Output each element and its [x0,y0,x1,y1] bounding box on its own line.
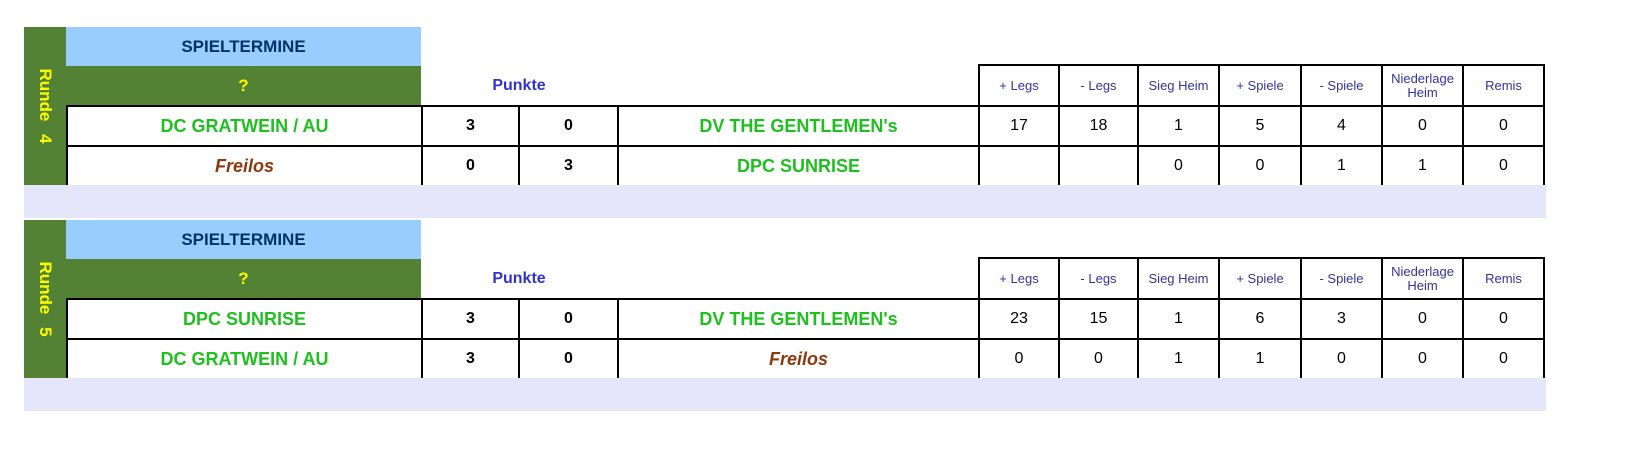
date-cell: ? [66,259,421,298]
points-label: Punkte [492,76,546,94]
stat-value: 1 [1381,145,1464,187]
round-label: Runde 4 [36,68,55,144]
away-team: Freilos [617,338,980,380]
home-team: DPC SUNRISE [66,298,423,340]
round-block: Runde 5 SPIELTERMINE ? Punkte + Legs - Leg… [24,220,1546,413]
stat-header: Sieg Heim [1137,257,1220,300]
stat-header: + Spiele [1218,64,1302,107]
stat-value: 4 [1300,105,1383,147]
stat-header: - Spiele [1300,64,1383,107]
stat-header: Niederlage Heim [1381,64,1464,107]
stat-value: 6 [1218,298,1302,340]
round-block: Runde 4 SPIELTERMINE ? Punkte + Legs - Leg… [24,27,1546,220]
stat-value: 0 [1462,298,1545,340]
stat-value: 0 [1137,145,1220,187]
home-score: 3 [421,105,520,147]
round-label-strip: Runde 5 [24,220,66,378]
stat-value: 15 [1058,298,1139,340]
stat-value [978,145,1060,187]
points-label: Punkte [492,269,546,287]
stat-header: + Legs [978,64,1060,107]
stat-value: 0 [1462,105,1545,147]
away-score: 0 [518,298,619,340]
stat-header: - Legs [1058,257,1139,300]
stat-value: 1 [1137,338,1220,380]
stat-header: + Spiele [1218,257,1302,300]
away-score: 3 [518,145,619,187]
spieltermine-header: SPIELTERMINE [66,27,421,66]
away-score: 0 [518,105,619,147]
stat-value: 0 [1381,298,1464,340]
home-team: DC GRATWEIN / AU [66,105,423,147]
stat-value: 18 [1058,105,1139,147]
stat-value: 3 [1300,298,1383,340]
stat-value: 23 [978,298,1060,340]
stat-value: 1 [1137,298,1220,340]
stat-value: 0 [1058,338,1139,380]
home-team: DC GRATWEIN / AU [66,338,423,380]
stat-header: + Legs [978,257,1060,300]
home-score: 3 [421,338,520,380]
home-score: 0 [421,145,520,187]
round-label-strip: Runde 4 [24,27,66,185]
round-label: Runde 5 [36,261,55,337]
separator-band [24,185,1546,218]
away-team: DPC SUNRISE [617,145,980,187]
stat-value: 1 [1300,145,1383,187]
stat-value: 17 [978,105,1060,147]
separator-band [24,378,1546,411]
stat-header: Niederlage Heim [1381,257,1464,300]
stat-value: 1 [1137,105,1220,147]
stat-value: 0 [1218,145,1302,187]
stat-header: - Legs [1058,64,1139,107]
home-team: Freilos [66,145,423,187]
stat-value: 0 [1381,338,1464,380]
date-cell: ? [66,66,421,105]
stat-value: 0 [1462,338,1545,380]
stat-value: 0 [1381,105,1464,147]
away-team: DV THE GENTLEMEN's [617,298,980,340]
away-score: 0 [518,338,619,380]
stat-value [1058,145,1139,187]
stat-value: 0 [1462,145,1545,187]
stat-value: 5 [1218,105,1302,147]
stat-value: 0 [1300,338,1383,380]
stat-header: Sieg Heim [1137,64,1220,107]
away-team: DV THE GENTLEMEN's [617,105,980,147]
home-score: 3 [421,298,520,340]
stat-header: Remis [1462,257,1545,300]
stat-header: - Spiele [1300,257,1383,300]
stat-header: Remis [1462,64,1545,107]
stat-value: 1 [1218,338,1302,380]
stat-value: 0 [978,338,1060,380]
spieltermine-header: SPIELTERMINE [66,220,421,259]
